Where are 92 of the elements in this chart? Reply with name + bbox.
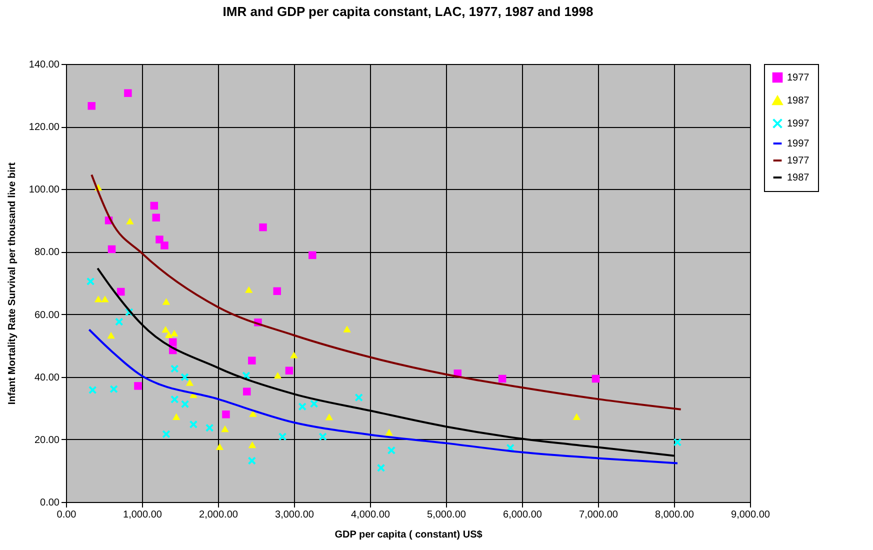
- point: [125, 308, 134, 316]
- x-tick-label: 1,000.00: [123, 510, 162, 520]
- point: [170, 364, 179, 373]
- x-tick-label: 2,000.00: [199, 510, 238, 520]
- point: [385, 428, 393, 436]
- legend-label: 1977: [787, 72, 810, 84]
- y-tick-label: 20.00: [34, 434, 60, 446]
- point: [354, 393, 363, 402]
- point: [387, 446, 396, 455]
- legend-label: 1997: [787, 138, 810, 150]
- y-tick-label: 120.00: [28, 122, 60, 134]
- x-tick-label: 6,000.00: [503, 510, 542, 520]
- point: [249, 410, 257, 417]
- x-tick-label: 4,000.00: [351, 510, 390, 520]
- chart-title: IMR and GDP per capita constant, LAC, 1977, 1987 and 1998: [222, 4, 594, 19]
- point: [114, 318, 124, 326]
- point: [180, 400, 190, 408]
- point: [150, 202, 158, 210]
- point: [274, 372, 282, 379]
- point: [290, 352, 298, 358]
- point: [86, 277, 95, 286]
- legend-label: 1987: [787, 172, 810, 184]
- point: [88, 102, 96, 110]
- point: [376, 464, 386, 472]
- y-tick-label: 140.00: [28, 60, 60, 70]
- point: [94, 296, 102, 302]
- point: [101, 296, 109, 302]
- point: [248, 456, 256, 465]
- point: [162, 298, 170, 305]
- point: [124, 89, 132, 97]
- point: [243, 388, 251, 396]
- point: [126, 218, 134, 224]
- point: [248, 356, 256, 364]
- x-tick-label: 8,000.00: [655, 510, 694, 520]
- point: [325, 414, 334, 420]
- point: [310, 400, 318, 408]
- line-series: [90, 174, 682, 410]
- point: [216, 443, 224, 450]
- point: [88, 386, 97, 394]
- point: [221, 425, 229, 432]
- point: [164, 331, 173, 338]
- legend-label: 1987: [787, 96, 810, 106]
- point: [222, 410, 230, 418]
- point: [259, 223, 267, 232]
- x-axis-title: GDP per capita ( constant) US$: [334, 530, 483, 540]
- point: [318, 432, 327, 441]
- y-tick-label: 100.00: [28, 184, 60, 196]
- point: [180, 373, 189, 382]
- point: [156, 236, 164, 244]
- point: [285, 366, 294, 374]
- point: [308, 251, 316, 260]
- legend-label: 1977: [787, 156, 810, 166]
- point: [170, 395, 179, 404]
- point: [160, 242, 168, 250]
- point: [242, 371, 250, 380]
- point: [186, 379, 194, 386]
- point: [117, 288, 125, 296]
- point: [248, 441, 256, 448]
- point: [170, 330, 178, 336]
- point: [572, 413, 581, 420]
- y-tick-label: 60.00: [34, 310, 60, 321]
- x-tick-label: 7,000.00: [579, 510, 618, 520]
- point: [298, 402, 307, 411]
- point: [110, 384, 118, 394]
- point: [134, 382, 142, 390]
- point: [168, 338, 177, 346]
- point: [152, 214, 160, 222]
- point: [273, 287, 281, 296]
- point: [205, 424, 214, 432]
- legend-label: 1997: [787, 118, 810, 130]
- point: [107, 332, 115, 339]
- y-tick-label: 40.00: [34, 372, 60, 384]
- y-tick-label: 80.00: [34, 247, 60, 258]
- x-tick-label: 9,000.00: [731, 510, 770, 520]
- point: [498, 374, 506, 383]
- line-series: [88, 328, 678, 464]
- point: [162, 430, 170, 438]
- point: [108, 245, 116, 254]
- point: [673, 438, 682, 446]
- y-tick-label: 0.00: [40, 498, 60, 508]
- x-tick-label: 5,000.00: [427, 510, 466, 520]
- point: [278, 432, 287, 441]
- x-tick-label: 0.00: [56, 510, 77, 520]
- point: [162, 326, 170, 333]
- point: [172, 413, 180, 420]
- point: [592, 374, 600, 383]
- point: [244, 286, 253, 293]
- x-tick-label: 3,000.00: [275, 510, 314, 520]
- point: [343, 326, 351, 332]
- y-axis-title: Infant Mortality Rate Survival per thousand live birt: [6, 162, 18, 405]
- point: [506, 444, 515, 452]
- point: [189, 420, 198, 429]
